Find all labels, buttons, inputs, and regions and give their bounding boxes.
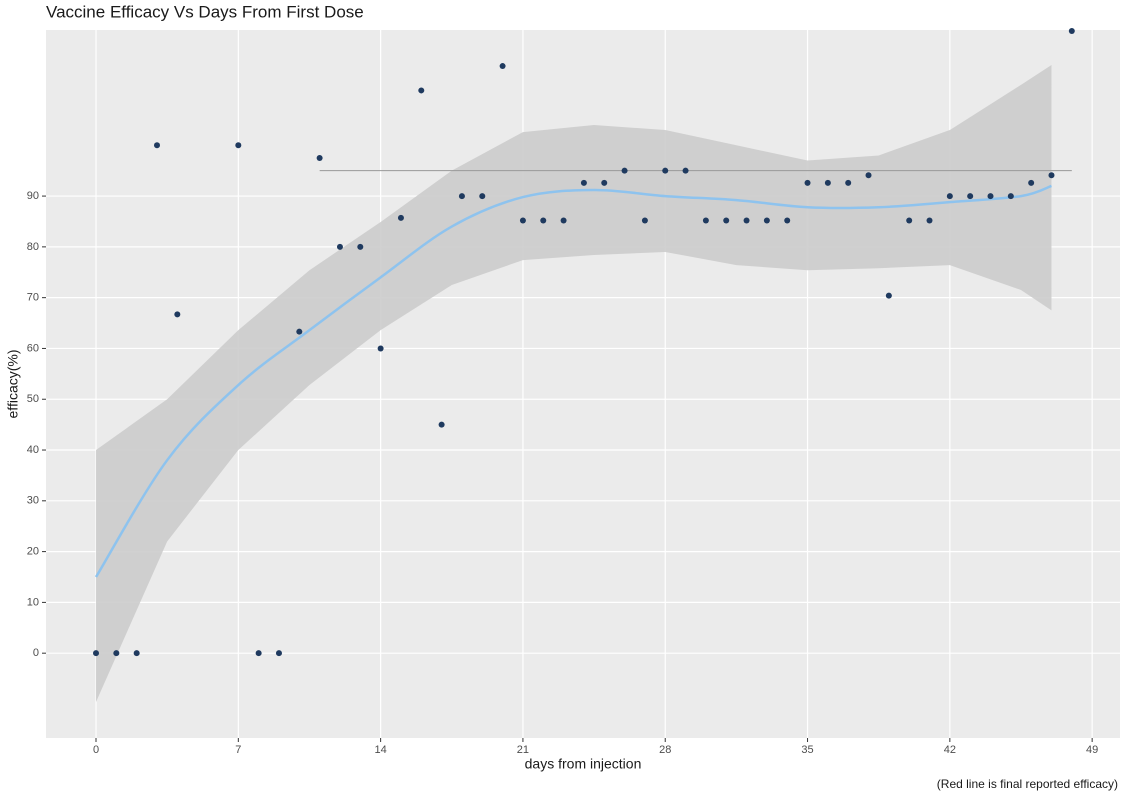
y-tick-label: 30 xyxy=(27,495,39,507)
data-point xyxy=(702,217,709,224)
data-point xyxy=(987,193,994,200)
data-point xyxy=(601,179,608,186)
x-tick-label: 35 xyxy=(801,744,813,756)
y-axis-title: efficacy(%) xyxy=(5,350,21,419)
data-point xyxy=(458,193,465,200)
data-point xyxy=(1068,28,1075,35)
data-point xyxy=(967,193,974,200)
caption: (Red line is final reported efficacy) xyxy=(937,777,1118,791)
smooth-line xyxy=(94,184,1052,578)
data-point xyxy=(1007,193,1014,200)
data-point xyxy=(865,172,872,179)
y-tick-label: 90 xyxy=(27,190,39,202)
data-point xyxy=(418,87,425,94)
y-tick-label: 50 xyxy=(27,393,39,405)
data-point xyxy=(174,311,181,318)
confidence-band xyxy=(96,65,1052,702)
data-point xyxy=(255,650,262,657)
x-tick-label: 7 xyxy=(235,744,241,756)
data-point xyxy=(397,214,404,221)
data-point xyxy=(540,217,547,224)
data-point xyxy=(1048,172,1055,179)
data-point xyxy=(682,167,689,174)
y-tick-label: 10 xyxy=(27,596,39,608)
data-point xyxy=(662,167,669,174)
y-tick-label: 80 xyxy=(27,241,39,253)
data-point xyxy=(926,217,933,224)
data-point xyxy=(275,650,282,657)
data-point xyxy=(641,217,648,224)
x-tick-label: 21 xyxy=(517,744,529,756)
data-point xyxy=(499,63,506,70)
data-point xyxy=(296,328,303,335)
x-tick-label: 0 xyxy=(93,744,99,756)
data-point xyxy=(1028,179,1035,186)
data-point xyxy=(946,193,953,200)
data-point xyxy=(316,154,323,161)
data-point xyxy=(743,217,750,224)
data-point xyxy=(153,142,160,149)
data-point xyxy=(580,179,587,186)
x-tick-label: 42 xyxy=(944,744,956,756)
data-point xyxy=(845,179,852,186)
x-tick-label: 28 xyxy=(659,744,671,756)
data-point xyxy=(93,650,100,657)
data-point xyxy=(560,217,567,224)
data-point xyxy=(784,217,791,224)
x-axis-title: days from injection xyxy=(525,756,642,772)
data-point xyxy=(438,421,445,428)
y-tick-label: 70 xyxy=(27,292,39,304)
y-tick-label: 60 xyxy=(27,342,39,354)
data-point xyxy=(885,292,892,299)
data-point xyxy=(336,243,343,250)
data-point xyxy=(357,243,364,250)
x-tick-label: 14 xyxy=(374,744,386,756)
data-point xyxy=(519,217,526,224)
data-point xyxy=(235,142,242,149)
chart-title: Vaccine Efficacy Vs Days From First Dose xyxy=(46,2,364,21)
x-tick-label: 49 xyxy=(1086,744,1098,756)
data-point xyxy=(824,179,831,186)
data-point xyxy=(133,650,140,657)
data-point xyxy=(377,345,384,352)
data-point xyxy=(723,217,730,224)
data-point xyxy=(906,217,913,224)
y-tick-label: 0 xyxy=(33,647,39,659)
y-tick-label: 40 xyxy=(27,444,39,456)
data-point xyxy=(621,167,628,174)
data-point xyxy=(113,650,120,657)
y-tick-label: 20 xyxy=(27,546,39,558)
data-point xyxy=(804,179,811,186)
data-point xyxy=(763,217,770,224)
data-point xyxy=(479,193,486,200)
